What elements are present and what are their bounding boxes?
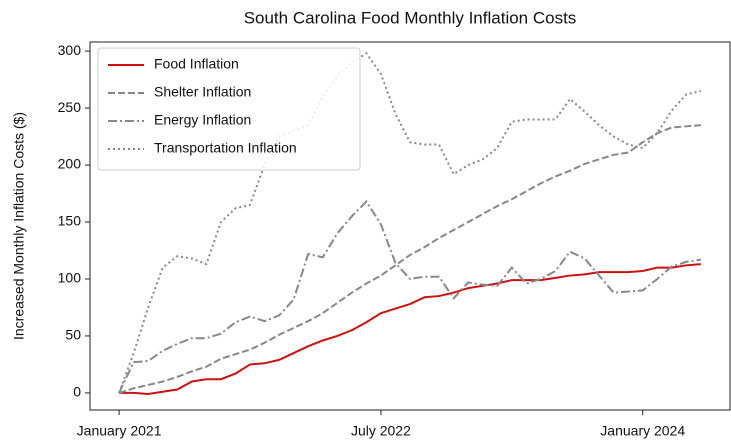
legend-label: Food Inflation [154,56,239,72]
legend-label: Energy Inflation [154,112,251,128]
y-tick-label: 0 [73,384,81,400]
legend-label: Transportation Inflation [154,140,297,156]
chart-title: South Carolina Food Monthly Inflation Co… [244,8,577,27]
x-tick-label: January 2021 [77,423,162,439]
y-axis-label: Increased Monthly Inflation Costs ($) [11,112,27,340]
legend-box [97,47,361,171]
y-tick-label: 150 [58,213,82,229]
x-tick-label: January 2024 [600,423,685,439]
series-line [119,263,701,396]
y-tick-label: 50 [65,327,81,343]
x-tick-label: July 2022 [351,423,411,439]
series-line [118,199,702,394]
legend-label: Shelter Inflation [154,84,251,100]
y-tick-label: 200 [58,156,82,172]
plot-frame [89,41,731,411]
y-tick-label: 300 [58,42,82,58]
series-line [118,52,702,394]
series-line [118,124,701,394]
y-tick-label: 250 [58,99,82,115]
y-tick-label: 100 [58,270,82,286]
